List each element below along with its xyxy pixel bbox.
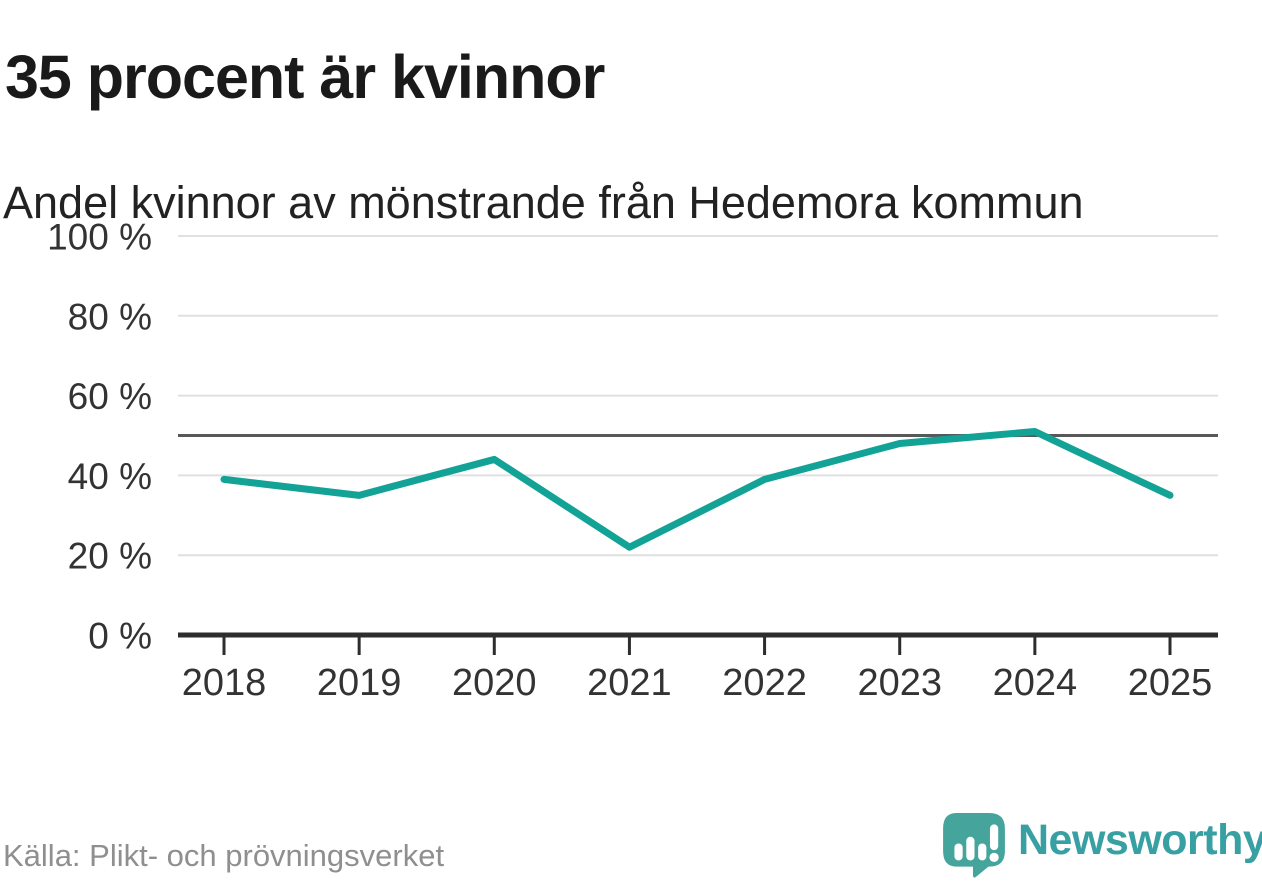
newsworthy-logo-text: Newsworthy — [1018, 816, 1262, 864]
x-tick-label: 2019 — [317, 662, 402, 704]
x-tick-label: 2022 — [722, 662, 807, 704]
x-tick-label: 2023 — [857, 662, 942, 704]
y-tick-label: 60 % — [68, 376, 152, 417]
chart-area: 0 % 20 % 40 % 60 % 80 % 100 % 2018 2019 2020 2021… — [0, 200, 1262, 715]
newsworthy-logo: Newsworthy — [941, 811, 1262, 878]
newsworthy-speech-bubble-bar-chart-icon — [941, 811, 1007, 884]
line-chart: 0 % 20 % 40 % 60 % 80 % 100 % 2018 2019 2020 2021… — [47, 217, 1218, 704]
x-tick-label: 2020 — [452, 662, 537, 704]
x-tick-label: 2025 — [1128, 662, 1213, 704]
source-note: Källa: Plikt- och prövningsverket — [3, 838, 445, 873]
chart-title: 35 procent är kvinnor — [5, 42, 605, 111]
y-tick-label: 80 % — [68, 296, 152, 337]
y-tick-label: 0 % — [88, 616, 152, 657]
x-tick-label: 2021 — [587, 662, 672, 704]
y-tick-label: 40 % — [68, 456, 152, 497]
y-tick-label: 20 % — [68, 536, 152, 577]
x-tick-label: 2024 — [993, 662, 1078, 704]
chart-subtitle: Andel kvinnor av mönstrande från Hedemor… — [3, 177, 1084, 229]
data-line — [220, 428, 1174, 551]
x-tick-label: 2018 — [182, 662, 267, 704]
y-tick-label: 100 % — [47, 217, 152, 258]
